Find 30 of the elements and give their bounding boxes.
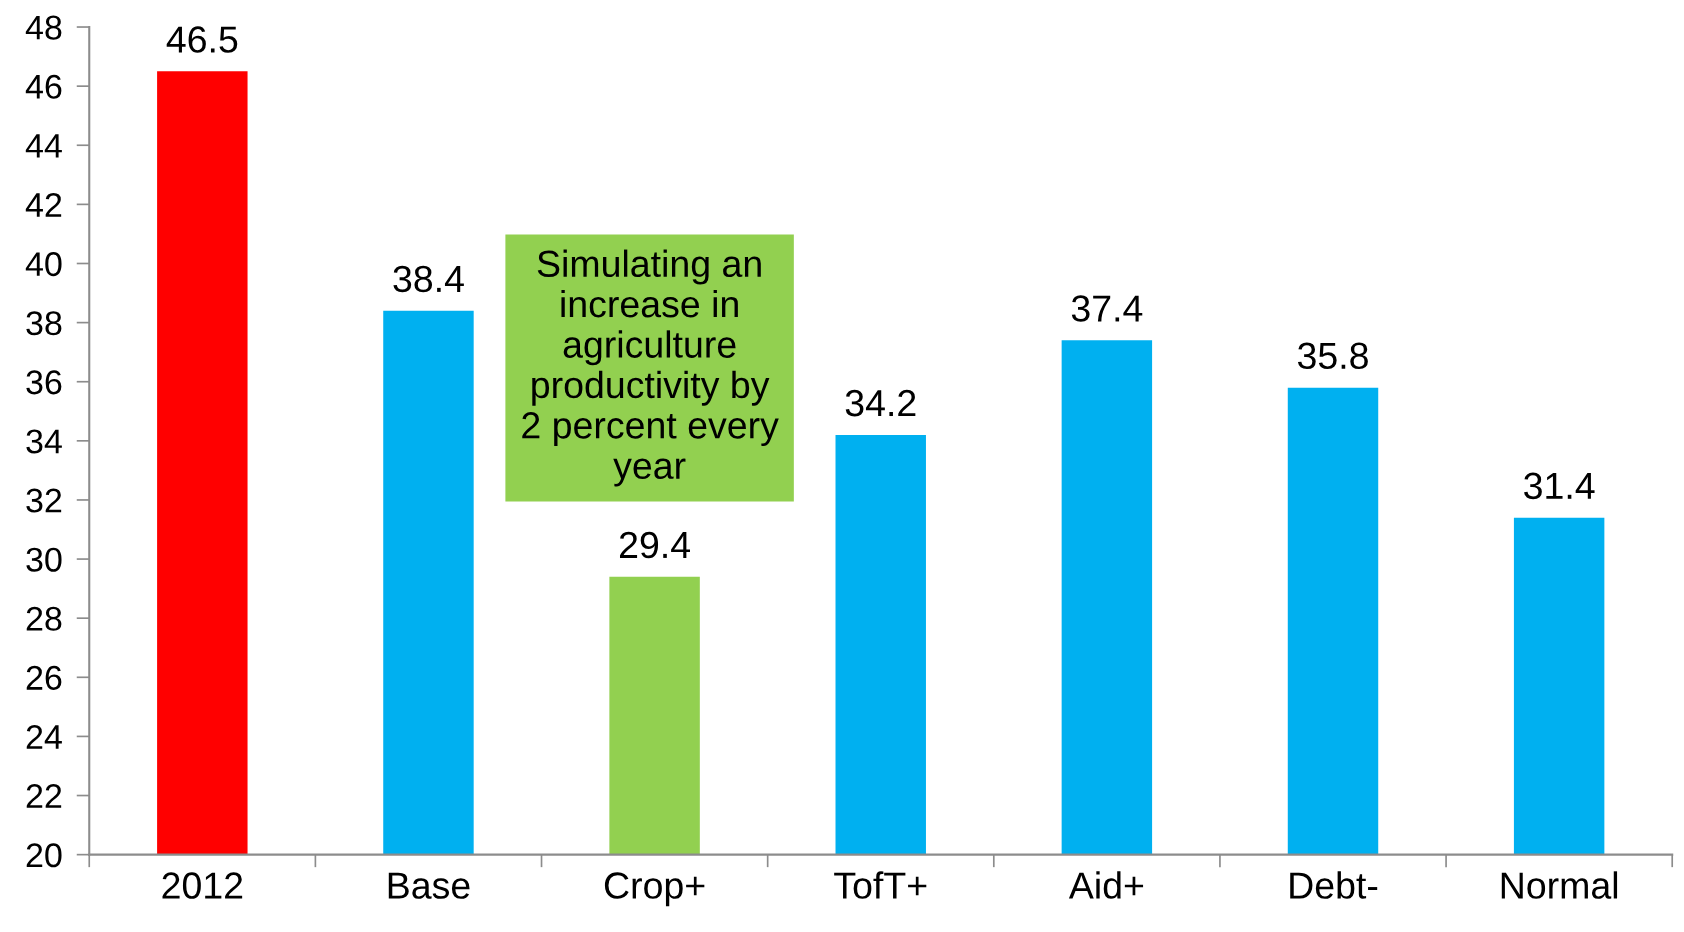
y-tick-label: 24 <box>26 724 62 749</box>
x-tick-label: 2012 <box>162 872 243 899</box>
y-tick-label: 36 <box>26 370 62 395</box>
x-tick-label: Aid+ <box>1068 871 1144 899</box>
data-label: 37.4 <box>1071 295 1143 322</box>
y-tick-label: 22 <box>26 784 62 808</box>
data-label: 31.4 <box>1524 472 1595 500</box>
y-tick-label: 32 <box>26 488 62 513</box>
data-label: 38.4 <box>393 265 464 293</box>
y-tick-label: 28 <box>26 606 62 631</box>
x-tick-label: Normal <box>1501 871 1618 899</box>
y-tick-label: 34 <box>26 429 62 454</box>
x-tick-label: TofT+ <box>834 871 927 899</box>
data-label: 46.5 <box>166 26 238 53</box>
y-tick-label: 26 <box>26 665 62 690</box>
x-tick-label: Debt- <box>1290 871 1378 899</box>
y-tick-label: 20 <box>26 843 62 868</box>
y-tick-label: 48 <box>25 15 62 40</box>
y-tick-label: 38 <box>26 311 62 336</box>
y-tick-label: 44 <box>25 134 62 158</box>
y-tick-label: 40 <box>25 252 62 277</box>
y-tick-label: 30 <box>26 547 62 572</box>
x-tick-label: Crop+ <box>604 872 705 907</box>
y-tick-label: 46 <box>25 74 62 99</box>
data-label: 34.2 <box>845 389 916 417</box>
data-label: 29.4 <box>619 531 690 559</box>
x-tick-label: Base <box>388 872 470 899</box>
data-label: 35.8 <box>1297 342 1368 370</box>
annotation: Simulating an increase in agriculture productivity by 2 percent every year <box>522 249 779 487</box>
y-tick-label: 42 <box>25 192 62 217</box>
